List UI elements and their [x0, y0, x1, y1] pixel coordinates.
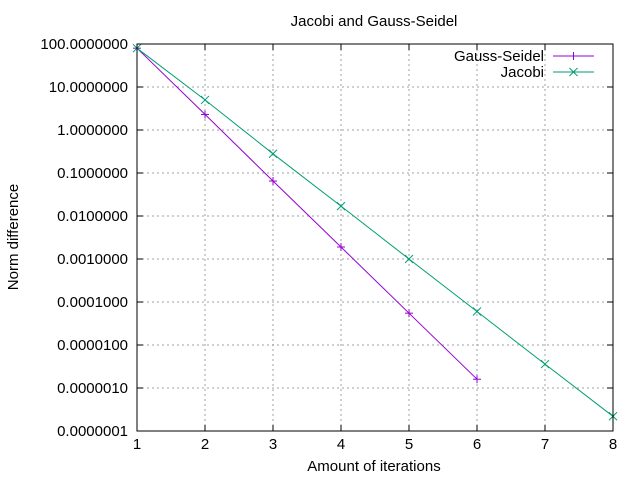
tick-labels: 1 2 3 4 5 6 7 8 0.0000001 0.0000010 0.0000100 0.000…: [40, 36, 617, 453]
x-tick-label: 5: [405, 436, 413, 453]
y-tick-label: 0.0000010: [57, 380, 128, 397]
y-tick-label: 10.0000000: [49, 79, 128, 96]
x-tick-label: 8: [609, 436, 617, 453]
series-jacobi: [132, 43, 618, 421]
legend-entry: Gauss-Seidel: [454, 48, 594, 65]
data-point-marker: [472, 307, 482, 316]
data-point-marker: [569, 67, 578, 77]
x-axis-title: Amount of iterations: [307, 458, 440, 475]
axis-ticks: [136, 43, 614, 432]
y-tick-label: 0.0010000: [57, 251, 128, 268]
x-tick-label: 4: [337, 436, 345, 453]
data-point-marker: [404, 254, 414, 264]
x-tick-label: 1: [133, 436, 141, 453]
y-tick-label: 1.0000000: [57, 122, 128, 139]
data-point-marker: [540, 359, 550, 369]
y-axis-title: Norm difference: [5, 184, 22, 290]
x-tick-label: 7: [541, 436, 549, 453]
y-tick-label: 0.0100000: [57, 208, 128, 225]
series-line: [136, 47, 614, 417]
y-tick-label: 100.0000000: [40, 36, 128, 53]
chart-title: Jacobi and Gauss-Seidel: [291, 13, 458, 30]
y-tick-label: 0.0000001: [57, 423, 128, 440]
x-tick-label: 6: [473, 436, 481, 453]
legend-label: Jacobi: [501, 64, 544, 81]
y-tick-label: 0.0001000: [57, 294, 128, 311]
legend-label: Gauss-Seidel: [454, 48, 544, 65]
legend-entry: Jacobi: [501, 64, 594, 81]
series-layer: [132, 43, 618, 421]
data-point-marker: [200, 95, 210, 105]
data-point-marker: [336, 201, 346, 211]
plot-frame: [136, 43, 614, 432]
y-tick-label: 0.1000000: [57, 165, 128, 182]
data-point-marker: [268, 149, 278, 159]
y-tick-label: 0.0000100: [57, 337, 128, 354]
series-gauss-seidel: [133, 44, 481, 384]
x-tick-label: 2: [201, 436, 209, 453]
x-tick-label: 3: [269, 436, 277, 453]
grid: [137, 44, 613, 431]
series-line: [136, 47, 478, 380]
